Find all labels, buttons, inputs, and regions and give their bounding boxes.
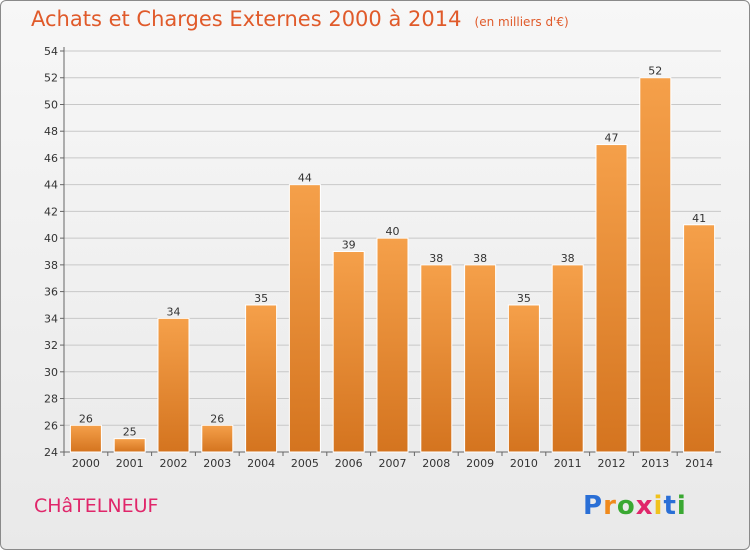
y-tick-label: 36: [44, 286, 58, 299]
bar: [507, 304, 540, 453]
y-tick-label: 32: [44, 339, 58, 352]
chart-title: Achats et Charges Externes 2000 à 2014: [31, 7, 462, 31]
commune-name: CHâTELNEUF: [34, 495, 159, 517]
logo-letter: i: [653, 491, 664, 521]
logo-letter: x: [635, 491, 654, 521]
bar: [464, 264, 497, 453]
y-tick-label: 40: [44, 232, 58, 245]
title-row: Achats et Charges Externes 2000 à 2014 (…: [31, 7, 569, 31]
x-tick-label: 2011: [554, 457, 582, 470]
x-tick-label: 2004: [247, 457, 275, 470]
bar: [288, 184, 321, 453]
x-tick-label: 2012: [598, 457, 626, 470]
y-tick-label: 46: [44, 152, 58, 165]
bar: [420, 264, 453, 453]
bar: [639, 77, 672, 453]
y-tick-label: 28: [44, 393, 58, 406]
data-label: 52: [648, 65, 662, 78]
bar: [551, 264, 584, 453]
x-tick-label: 2014: [685, 457, 713, 470]
logo-letter: o: [616, 491, 636, 521]
y-tick-label: 54: [44, 45, 58, 58]
logo-letter: r: [603, 491, 617, 521]
y-tick-label: 34: [44, 312, 58, 325]
bar: [376, 237, 409, 453]
x-tick-label: 2013: [641, 457, 669, 470]
data-label: 34: [167, 305, 181, 318]
data-label: 35: [517, 292, 531, 305]
bar: [157, 317, 190, 453]
y-tick-label: 50: [44, 98, 58, 111]
bar: [69, 424, 102, 453]
y-tick-label: 30: [44, 366, 58, 379]
x-tick-label: 2005: [291, 457, 319, 470]
data-label: 47: [605, 132, 619, 145]
data-label: 40: [386, 225, 400, 238]
logo-letter: i: [676, 491, 687, 521]
proxiti-logo[interactable]: Proxiti: [583, 491, 687, 521]
x-tick-label: 2010: [510, 457, 538, 470]
bar: [201, 424, 234, 453]
data-labels: 26 25 34 26 35 44 39 40 38 38 35 38 47 52 41: [79, 65, 706, 439]
data-label: 44: [298, 172, 312, 185]
x-tick-label: 2003: [203, 457, 231, 470]
x-tick-label: 2007: [379, 457, 407, 470]
data-label: 38: [473, 252, 487, 265]
x-tick-label: 2002: [160, 457, 188, 470]
data-label: 35: [254, 292, 268, 305]
data-label: 38: [561, 252, 575, 265]
bar: [683, 224, 716, 453]
data-label: 41: [692, 212, 706, 225]
data-label: 38: [429, 252, 443, 265]
y-tick-label: 26: [44, 419, 58, 432]
x-tick-label: 2000: [72, 457, 100, 470]
bar: [595, 144, 628, 453]
data-label: 39: [342, 239, 356, 252]
y-tick-label: 24: [44, 446, 58, 459]
bar: [332, 251, 365, 453]
y-tick-label: 44: [44, 179, 58, 192]
data-label: 26: [210, 412, 224, 425]
x-tick-label: 2008: [422, 457, 450, 470]
x-tick-label: 2001: [116, 457, 144, 470]
data-label: 26: [79, 412, 93, 425]
x-tick-label: 2009: [466, 457, 494, 470]
data-label: 25: [123, 426, 137, 439]
y-tick-label: 42: [44, 205, 58, 218]
y-tick-label: 48: [44, 125, 58, 138]
logo-letter: P: [583, 491, 604, 521]
logo-letter: t: [663, 491, 677, 521]
y-tick-label: 52: [44, 72, 58, 85]
bar: [245, 304, 278, 453]
x-tick-label: 2006: [335, 457, 363, 470]
y-tick-label: 38: [44, 259, 58, 272]
chart-subtitle: (en milliers d'€): [474, 15, 569, 29]
bar: [113, 438, 146, 453]
bars: [69, 77, 716, 453]
